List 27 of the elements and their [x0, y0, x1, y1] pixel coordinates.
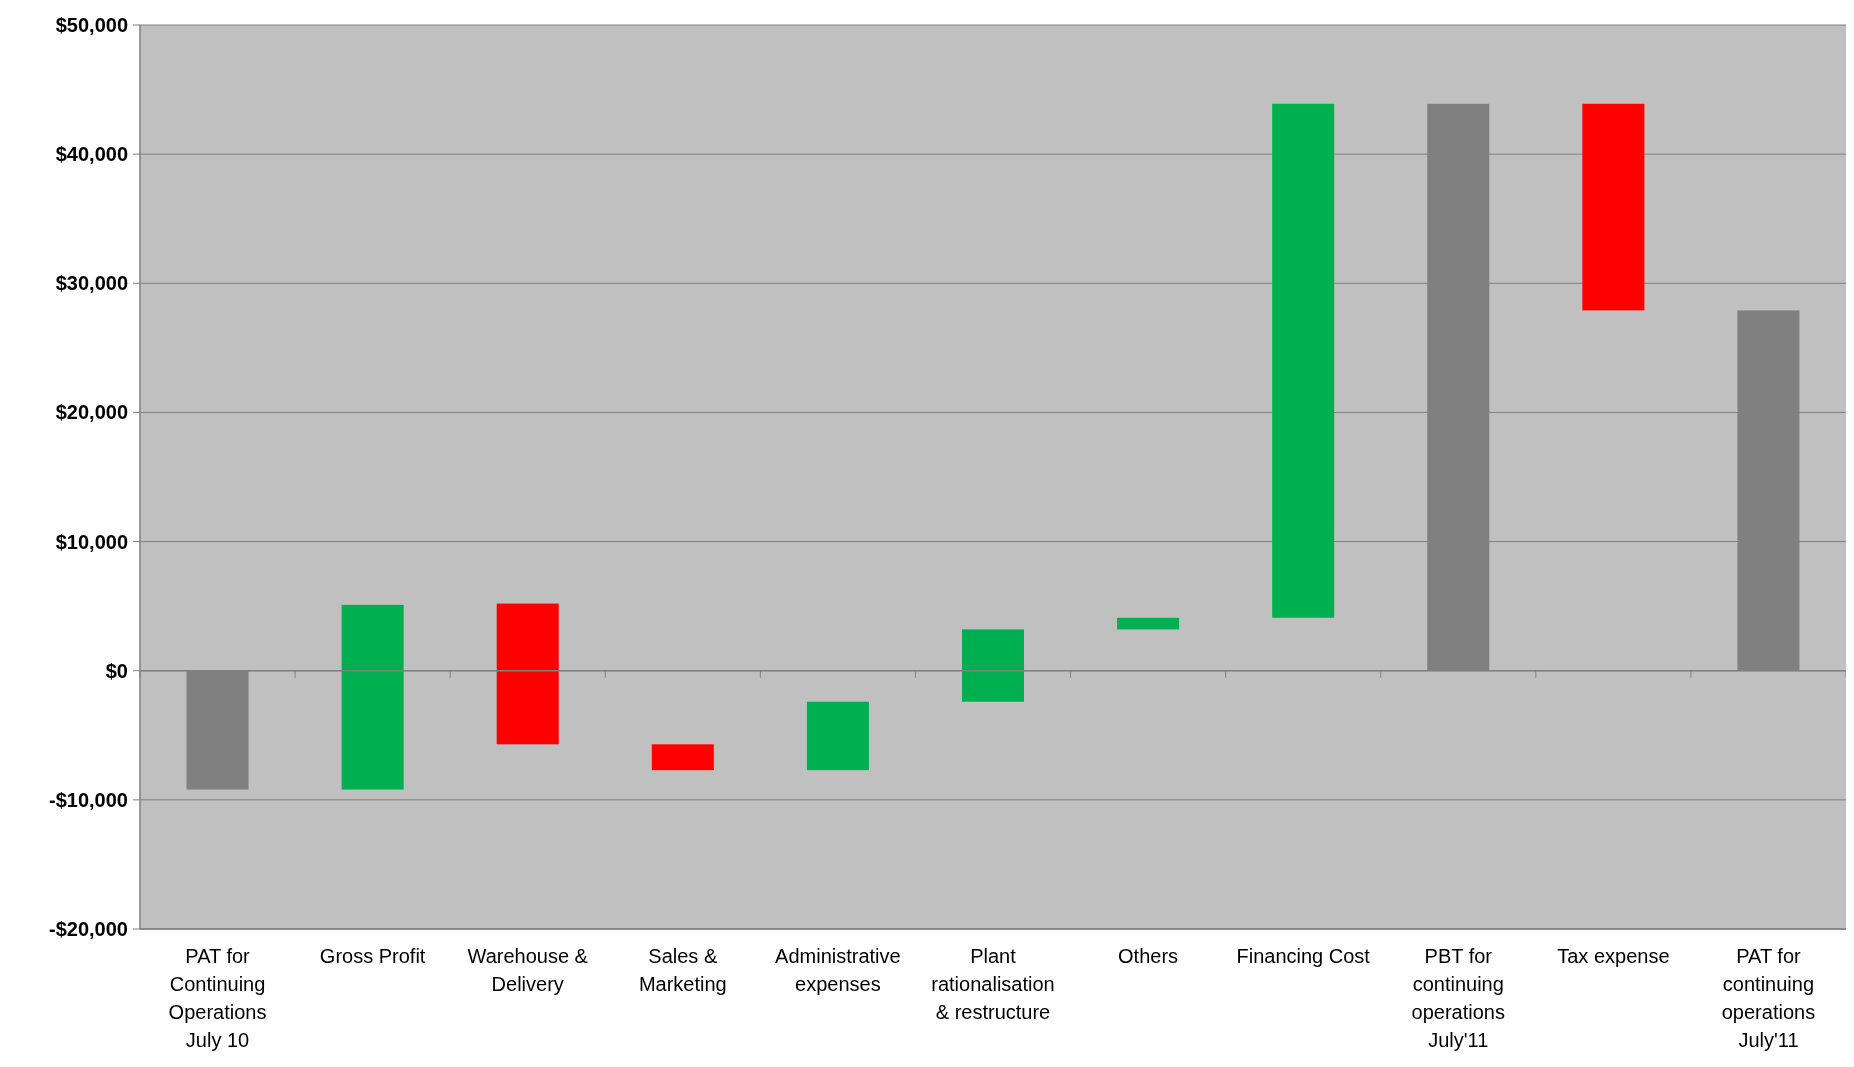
y-tick-label: $0 [105, 659, 128, 682]
y-tick-label: -$10,000 [49, 788, 128, 811]
x-tick-label: Financing Cost [1236, 945, 1371, 967]
x-tick-label: Tax expense [1557, 945, 1670, 967]
y-tick-label: $50,000 [55, 14, 128, 36]
x-tick-label: Warehouse & Delivery [467, 945, 589, 995]
y-tick-label: $10,000 [55, 530, 128, 553]
x-tick-label: Others [1118, 945, 1179, 967]
y-tick-label: $20,000 [55, 401, 128, 424]
bar [496, 603, 559, 745]
bar [1272, 103, 1335, 618]
bar [341, 604, 404, 790]
x-tick-label: Plant rationalisation & restructure [931, 945, 1055, 1023]
x-tick-label: Sales & Marketing [638, 945, 727, 995]
y-tick-label: -$20,000 [49, 918, 128, 940]
y-tick-label: $40,000 [55, 143, 128, 166]
x-tick-label: Gross Profit [319, 945, 426, 967]
x-tick-label: PAT for continuing operations July'11 [1721, 945, 1816, 1051]
bar [1117, 617, 1180, 630]
y-tick-label: $30,000 [55, 272, 128, 295]
x-tick-label: Administrative expenses [775, 945, 901, 995]
bar [651, 744, 714, 771]
x-tick-label: PAT for Continuing Operations July 10 [168, 945, 267, 1051]
bar [806, 701, 869, 771]
bar [961, 629, 1025, 702]
x-tick-label: PBT for continuing operations July'11 [1411, 945, 1505, 1051]
bar [1582, 103, 1645, 311]
